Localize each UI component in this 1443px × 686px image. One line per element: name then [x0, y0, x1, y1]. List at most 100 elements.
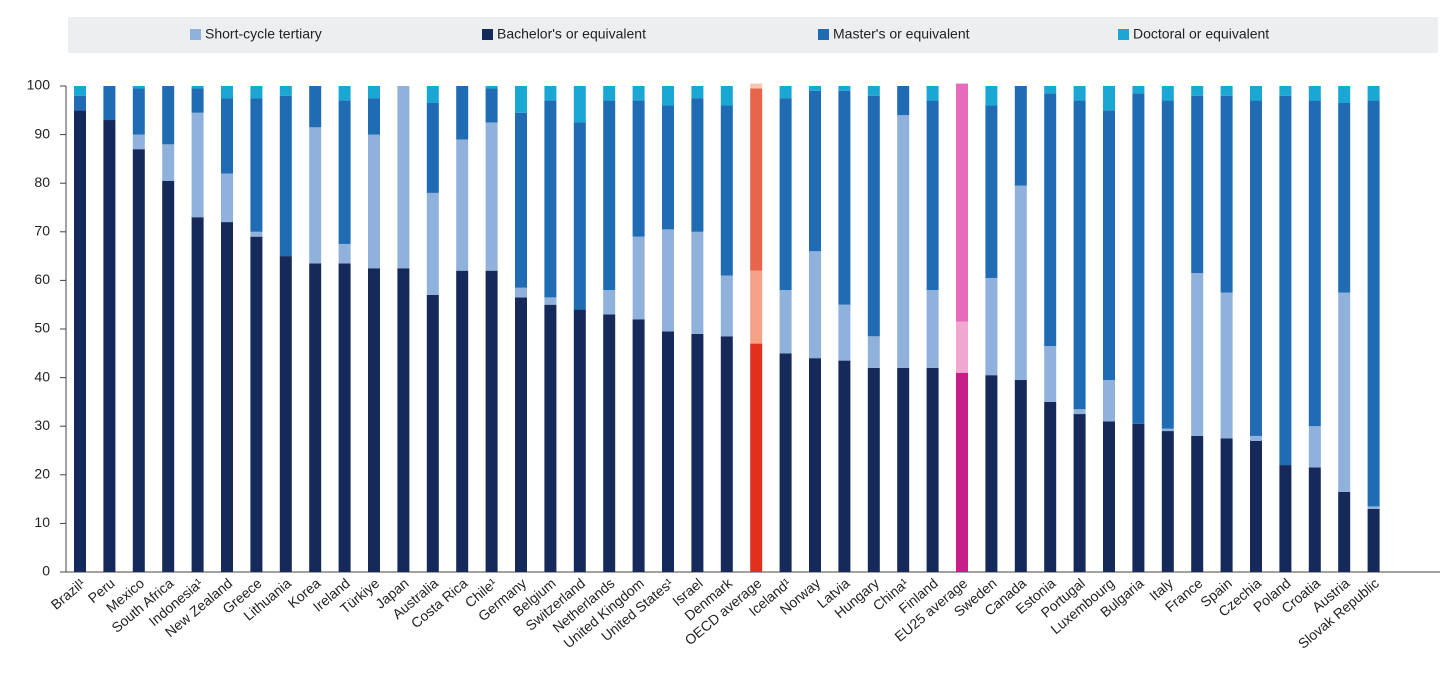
legend-label: Short-cycle tertiary — [205, 26, 322, 42]
bar-segment — [750, 270, 763, 344]
bar-segment — [1103, 110, 1115, 381]
bar-segment — [1367, 506, 1380, 509]
bar-segment — [162, 86, 175, 145]
bar-segment — [1132, 86, 1145, 94]
bar-segment — [1014, 380, 1027, 572]
bar-segment — [897, 115, 910, 368]
bar-segment — [309, 263, 322, 572]
bar-segment — [720, 105, 733, 276]
bar-segment — [720, 86, 733, 106]
bar-segment — [1014, 86, 1027, 186]
bar-segment — [1191, 273, 1204, 436]
bar-segment — [456, 139, 469, 271]
bar-segment — [456, 86, 469, 140]
bar-segment — [1191, 95, 1204, 274]
bar-segment — [809, 86, 821, 91]
bar-segment — [191, 217, 204, 572]
bar-segment — [485, 270, 498, 572]
bar-segment — [750, 343, 763, 572]
y-tick-label: 20 — [34, 466, 50, 482]
bar-segment — [1161, 86, 1174, 101]
bar-segment — [221, 98, 233, 174]
bar-segment — [515, 287, 527, 298]
bar-segment — [368, 86, 380, 99]
bar-segment — [250, 98, 263, 232]
legend-swatch — [1118, 29, 1129, 40]
bar-segment — [1367, 508, 1380, 572]
bar-segment — [338, 263, 351, 572]
bar-segment — [1044, 346, 1057, 402]
bar-segment — [1103, 380, 1115, 422]
bar-segment — [368, 98, 380, 135]
bar-segment — [1338, 103, 1351, 293]
bar-segment — [691, 231, 704, 334]
bar-segment — [1073, 100, 1086, 410]
y-tick-label: 70 — [34, 223, 50, 239]
bar-segment — [779, 86, 792, 99]
bar-segment — [750, 83, 763, 89]
bar-segment — [103, 86, 116, 121]
bar-segment — [632, 100, 645, 237]
y-tick-label: 100 — [27, 77, 51, 93]
bar-segment — [691, 333, 704, 572]
y-tick-label: 80 — [34, 174, 50, 190]
bar-segment — [1308, 100, 1321, 427]
bar-segment — [1014, 185, 1027, 381]
bar-segment — [662, 331, 674, 572]
bar-segment — [867, 336, 880, 368]
bar-segment — [956, 83, 968, 322]
bar-segment — [926, 367, 939, 572]
y-tick-label: 10 — [34, 514, 50, 530]
bar-segment — [397, 268, 410, 572]
bar-segment — [1103, 421, 1115, 572]
bar-segment — [1250, 86, 1262, 101]
bar-segment — [897, 86, 910, 116]
bar-segment — [691, 98, 704, 232]
bar-segment — [485, 122, 498, 271]
bar-segment — [720, 275, 733, 337]
bar-segment — [544, 304, 557, 572]
bar-segment — [1073, 86, 1086, 101]
bar-segment — [1279, 95, 1292, 466]
bar-segment — [603, 314, 616, 572]
bar-segment — [544, 100, 557, 298]
bar-segment — [1161, 100, 1174, 429]
legend-label: Master's or equivalent — [833, 26, 970, 42]
bar-segment — [838, 304, 851, 361]
bar-segment — [838, 360, 851, 572]
bar-segment — [397, 86, 410, 269]
bar-segment — [191, 86, 204, 89]
bar-segment — [573, 122, 586, 310]
bar-segment — [1338, 292, 1351, 492]
bar-segment — [838, 90, 851, 305]
bar-segment — [691, 86, 704, 99]
bar-segment — [338, 86, 351, 101]
bar-segment — [338, 243, 351, 264]
bar-segment — [309, 86, 322, 128]
bar-segment — [1220, 438, 1233, 572]
bar-segment — [956, 372, 968, 572]
bar-segment — [926, 100, 939, 291]
bar-segment — [573, 86, 586, 123]
bar-segment — [279, 256, 292, 572]
bar-segment — [191, 112, 204, 218]
bar-segment — [309, 127, 322, 264]
bar-segment — [1338, 86, 1351, 104]
bar-segment — [74, 95, 86, 111]
bar-segment — [221, 222, 233, 572]
bar-segment — [162, 180, 175, 572]
bar-segment — [956, 321, 968, 373]
bar-segment — [1308, 467, 1321, 572]
bar-segment — [221, 173, 233, 223]
bar-segment — [1367, 86, 1380, 101]
bar-segment — [162, 144, 175, 181]
bar-segment — [1161, 428, 1174, 432]
bar-segment — [279, 95, 292, 257]
bar-segment — [191, 88, 204, 113]
y-tick-label: 0 — [42, 563, 50, 579]
bar-segment — [221, 86, 233, 99]
bar-segment — [985, 277, 998, 376]
bar-segment — [662, 105, 674, 230]
bar-segment — [426, 86, 439, 104]
bar-segment — [573, 309, 586, 572]
